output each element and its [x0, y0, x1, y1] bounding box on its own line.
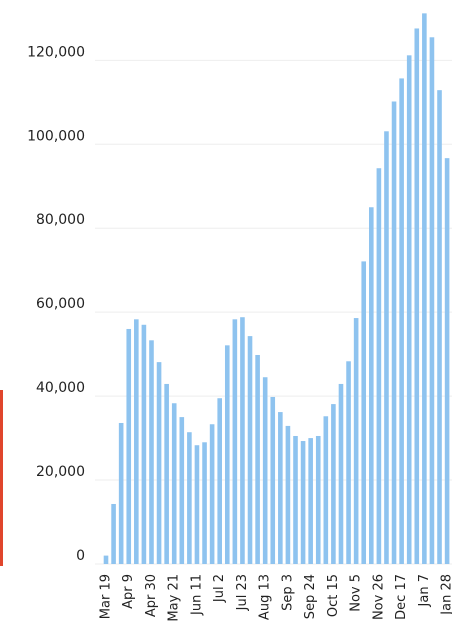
bar [217, 398, 222, 564]
bar [247, 336, 253, 564]
y-tick-label: 60,000 [36, 296, 85, 312]
y-tick-label: 120,000 [27, 44, 85, 60]
bar [293, 435, 298, 564]
bar [338, 383, 344, 564]
bar [164, 383, 169, 564]
x-tick-label: Aug 13 [258, 574, 273, 620]
x-tick-label: Apr 9 [121, 574, 136, 609]
x-tick-label: Jan 7 [417, 574, 432, 607]
bar [224, 345, 230, 564]
x-tick-label: Sep 3 [280, 574, 295, 611]
bar [422, 13, 427, 564]
bar [187, 432, 192, 564]
bar [262, 377, 268, 564]
bar [399, 78, 404, 564]
bar [209, 424, 215, 564]
bar [429, 37, 435, 565]
bar [255, 354, 260, 564]
bar [118, 422, 124, 564]
bar [361, 261, 367, 564]
bar [111, 503, 116, 564]
bar [308, 438, 313, 564]
y-tick-label: 20,000 [36, 464, 85, 480]
x-tick-label: Jun 11 [189, 574, 204, 616]
bar [444, 158, 450, 565]
side-marker [0, 390, 3, 566]
bar [232, 319, 238, 564]
bar [156, 362, 162, 564]
bar [278, 412, 283, 564]
x-tick-label: Jul 23 [235, 574, 250, 611]
bar [126, 328, 132, 564]
x-tick-label: Nov 26 [371, 574, 386, 620]
bar [346, 361, 351, 564]
bar [149, 340, 154, 564]
bar [300, 441, 306, 564]
x-tick-label: Jan 28 [440, 574, 452, 616]
bar [414, 28, 420, 564]
bar [369, 207, 374, 564]
bar [179, 417, 185, 564]
bar [134, 319, 139, 564]
x-tick-label: Oct 15 [326, 574, 341, 617]
bar [103, 555, 109, 564]
y-tick-label: 0 [76, 548, 85, 564]
bar [376, 168, 382, 564]
x-tick-label: Apr 30 [144, 574, 159, 617]
bar [331, 404, 336, 564]
x-tick-label: Jul 2 [212, 574, 227, 603]
x-tick-label: Mar 19 [99, 574, 114, 619]
bar [194, 445, 200, 564]
bar [353, 318, 359, 564]
x-tick-label: Dec 17 [394, 574, 409, 620]
bar [437, 90, 442, 565]
bar [406, 55, 412, 565]
y-tick-label: 40,000 [36, 380, 85, 396]
bar [285, 425, 291, 564]
y-tick-label: 80,000 [36, 212, 85, 228]
bar [240, 317, 245, 564]
x-tick-label: May 21 [167, 574, 182, 622]
x-tick-label: Sep 24 [303, 574, 318, 619]
y-tick-label: 100,000 [27, 128, 85, 144]
bar [141, 324, 147, 564]
bar [323, 416, 329, 564]
bar [171, 403, 177, 564]
bar [384, 131, 389, 564]
bar [315, 435, 321, 564]
bar [270, 396, 276, 564]
bar [391, 101, 397, 564]
x-tick-label: Nov 5 [349, 574, 364, 612]
bar [202, 442, 207, 564]
